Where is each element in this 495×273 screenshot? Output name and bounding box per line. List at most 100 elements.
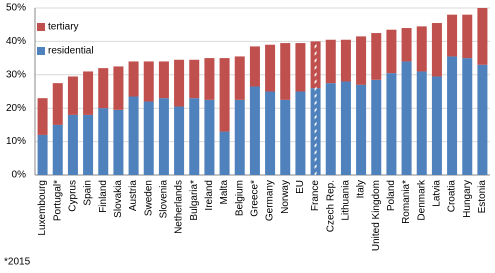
x-tick-label: Germany — [265, 180, 276, 221]
x-tick-label: United Kingdom — [371, 180, 382, 251]
bar-segment — [158, 61, 169, 99]
x-tick-label: Luxembourg — [37, 180, 48, 236]
bar-segment — [386, 29, 397, 74]
bar-segment — [113, 66, 124, 110]
x-tick-label: Belgium — [234, 180, 245, 216]
x-tick-label: Italy — [356, 180, 367, 198]
x-tick-label: EU — [295, 180, 306, 194]
bar-segment — [280, 43, 291, 100]
x-tick-label: Slovakia — [113, 180, 124, 218]
bar-segment — [371, 33, 382, 80]
bar-segment — [83, 71, 94, 115]
x-tick-label: Estonia — [477, 180, 488, 214]
bar-segment — [189, 98, 200, 175]
x-tick-label: Sweden — [143, 180, 154, 216]
x-tick-label: Romania* — [401, 180, 412, 224]
bar-segment — [83, 114, 94, 175]
bar-segment — [52, 83, 63, 125]
bar-segment — [416, 26, 427, 72]
bar-segment — [295, 91, 306, 175]
y-tick-label: 0% — [12, 170, 27, 181]
bar-segment — [280, 99, 291, 175]
bar-segment — [234, 99, 245, 175]
y-tick-label: 20% — [6, 103, 26, 114]
bar-segment — [340, 81, 351, 175]
bar-segment — [37, 134, 48, 175]
bar-segment — [174, 59, 185, 107]
bar-segment — [401, 61, 412, 175]
x-tick-label: Denmark — [416, 179, 427, 221]
bar-segment — [356, 36, 367, 85]
x-tick-label: Poland — [386, 180, 397, 211]
legend-label: residential — [48, 46, 94, 57]
x-tick-label: Austria — [128, 180, 139, 212]
legend-swatch — [37, 47, 45, 55]
bar-segment — [477, 8, 488, 65]
bar-segment — [219, 131, 230, 175]
footnote: *2015 — [4, 257, 31, 268]
x-tick-label: Cyprus — [68, 180, 79, 212]
x-tick-label: Finland — [98, 180, 109, 213]
bar-segment — [189, 59, 200, 99]
x-tick-label: Czech Rep. — [325, 180, 336, 232]
bar-segment — [204, 58, 215, 100]
x-tick-label: Ireland — [204, 180, 215, 211]
bar-segment — [447, 14, 458, 57]
bar-segment — [128, 96, 139, 175]
legend-swatch — [37, 23, 45, 31]
bar-segment — [174, 106, 185, 175]
y-tick-label: 40% — [6, 36, 26, 47]
bar-segment — [325, 39, 336, 84]
x-tick-label: Lithuania — [341, 180, 352, 221]
bar-segment — [401, 28, 412, 62]
bar-segment — [249, 46, 260, 87]
bar-segment — [98, 68, 109, 109]
bar-segment — [128, 61, 139, 97]
y-tick-label: 10% — [6, 136, 26, 147]
bar-segment — [416, 71, 427, 175]
x-tick-label: Portugal* — [52, 180, 63, 221]
bar-segment — [462, 14, 473, 59]
bar-segment — [325, 83, 336, 175]
bar-segment — [265, 91, 276, 175]
x-tick-label: Latvia — [432, 180, 443, 207]
legend-label: tertiary — [48, 22, 79, 33]
x-tick-label: Croatia — [447, 180, 458, 213]
bar-segment — [386, 73, 397, 175]
bar-segment — [340, 39, 351, 82]
bar-segment — [67, 76, 78, 115]
x-tick-label: Malta — [219, 180, 230, 205]
x-tick-label: Norway — [280, 180, 291, 214]
bar-segment — [67, 114, 78, 175]
x-tick-label: Hungary — [462, 180, 473, 218]
bar-segment — [265, 44, 276, 92]
x-tick-label: Spain — [83, 180, 94, 206]
bar-segment — [37, 98, 48, 135]
x-tick-label: Greece* — [250, 180, 261, 217]
bar-segment — [219, 58, 230, 132]
bar-segment — [143, 101, 154, 175]
x-tick-label: Slovenia — [159, 180, 170, 219]
x-tick-label: Netherlands — [174, 180, 185, 234]
bar-segment — [477, 64, 488, 175]
bar-segment — [52, 124, 63, 175]
bar-segment — [447, 56, 458, 175]
y-tick-label: 30% — [6, 69, 26, 80]
bar-segment — [462, 58, 473, 175]
bar-segment — [204, 99, 215, 175]
bar-segment — [249, 86, 260, 175]
bar-segment — [158, 98, 169, 175]
bar-segment — [113, 109, 124, 175]
bar-segment — [234, 56, 245, 100]
bar-segment — [98, 108, 109, 175]
bar-segment — [431, 76, 442, 175]
hatch-overlay — [314, 41, 317, 176]
bar-segment — [295, 43, 306, 92]
x-tick-label: France — [310, 180, 321, 212]
bar-segment — [143, 61, 154, 102]
bar-segment — [356, 84, 367, 175]
bar-segment — [431, 23, 442, 77]
x-tick-label: Bulgaria* — [189, 180, 200, 221]
